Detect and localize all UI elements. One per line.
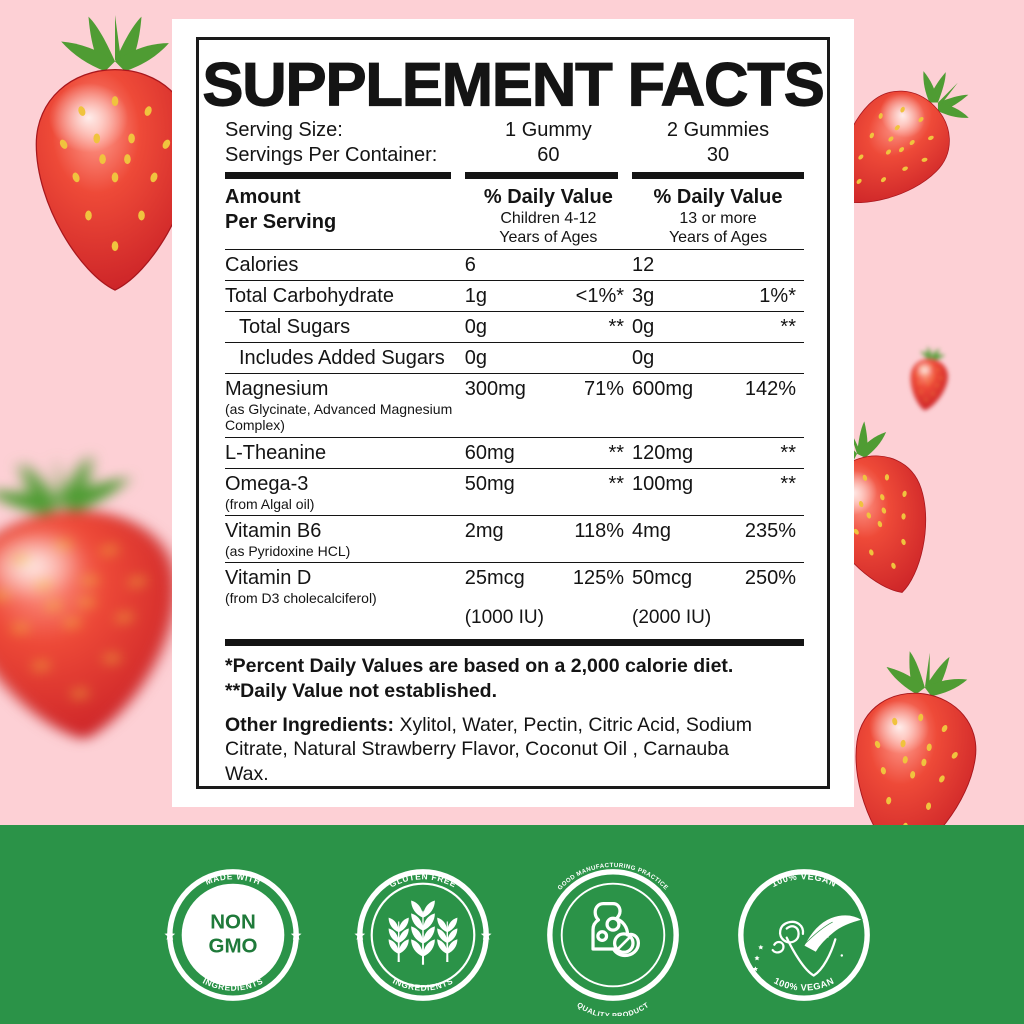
svg-text:NON: NON (210, 911, 256, 934)
svg-text:GMO: GMO (208, 934, 257, 957)
svg-text:QUALITY PRODUCT: QUALITY PRODUCT (575, 1000, 650, 1016)
svg-text:100% VEGAN: 100% VEGAN (772, 976, 835, 993)
svg-text:INGREDIENTS: INGREDIENTS (391, 976, 455, 993)
